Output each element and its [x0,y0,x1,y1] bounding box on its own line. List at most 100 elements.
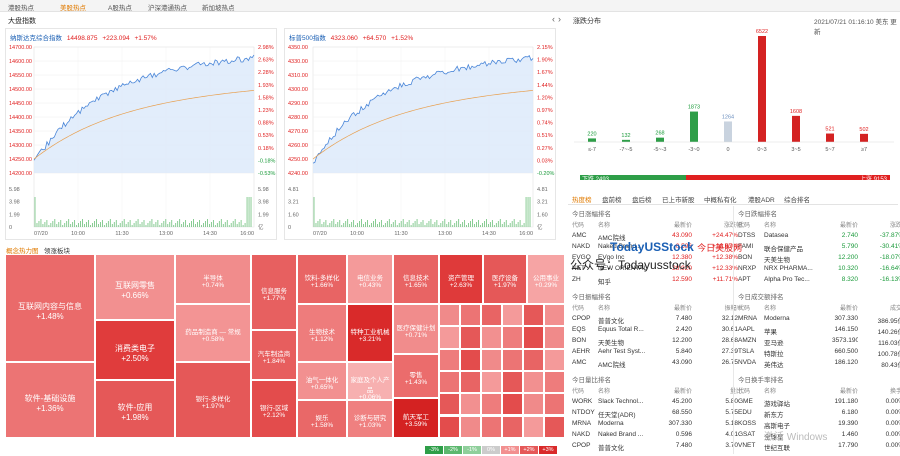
heatmap-cell[interactable]: 油气一体化 +0.65% [297,362,347,400]
heatmap-small-cell[interactable] [502,304,523,327]
heatmap-cell[interactable]: 生物技术 +1.12% [297,304,347,362]
table-row[interactable]: DTSS Datasea 2.740 -37.87% [734,232,900,242]
nav-tab-4[interactable]: 新加坡热点 [202,5,235,12]
heatmap-cell[interactable]: 信息技术 +1.65% [393,254,439,304]
heatmap-small-cell[interactable] [460,370,481,394]
nav-tab-3[interactable]: 沪深港通热点 [148,5,187,12]
table-row[interactable]: NAKD Naked Brand ... 0.596 4.01 [568,431,738,441]
heatmap-cell[interactable]: 软件-应用 +1.98% [95,380,175,438]
heatmap-small-cell[interactable] [439,304,460,327]
table-row[interactable]: AMZN 亚马逊 3573.190 116.03亿 [734,337,900,347]
heatmap-small-cell[interactable] [544,370,565,394]
heatmap-small-cell[interactable] [439,326,460,349]
table-row[interactable]: AAPL 苹果 146.150 140.26亿 [734,326,900,336]
table-row[interactable]: BON 天美生物 12.200 28.68 [568,337,738,347]
heatmap-cell[interactable]: 软件-基础设施 +1.36% [5,362,95,438]
heatmap-cell[interactable]: 汽车制造商 +1.84% [251,330,297,380]
heatmap-small-cell[interactable] [544,348,565,371]
nav-tab-2[interactable]: A股热点 [108,5,132,12]
heatmap-small-cell[interactable] [481,326,502,349]
heatmap-small-cell[interactable] [439,348,460,371]
heatmap-small-cell[interactable] [544,393,565,416]
heatmap-small-cell[interactable] [544,415,565,438]
heatmap-small-cell[interactable] [523,348,544,371]
heatmap-small-cell[interactable] [523,326,544,349]
heatmap-small-cell[interactable] [460,393,481,416]
tab-rank-2[interactable]: 盘后榜 [632,197,652,204]
heatmap-small-cell[interactable] [481,370,502,394]
heatmap-small-cell[interactable] [460,348,481,371]
table-row[interactable]: MRNA Moderna 307.330 5.18 [568,420,738,430]
table-row[interactable]: BON 天美生物 12.200 -18.07% [734,254,900,264]
table-row[interactable]: GSAT 全球星 1.460 0.00% [734,431,900,441]
heatmap-cell[interactable]: 医疗保健计划 +0.71% [393,304,439,354]
heatmap-small-cell[interactable] [502,415,523,438]
tab-leading-sectors[interactable]: 领涨板块 [44,248,70,255]
heatmap-small-cell[interactable] [439,393,460,416]
nav-tab-1[interactable]: 美股热点 [60,5,86,12]
heatmap-small-cell[interactable] [502,326,523,349]
nasdaq-chart[interactable]: 纳斯达克综合指数 14498.875 +223.094 +1.57% 14700… [5,28,277,240]
tab-rank-4[interactable]: 中概私有化 [704,197,737,204]
tab-rank-6[interactable]: 综合排名 [784,197,810,204]
table-row[interactable]: TSLA 特斯拉 660.500 100.78亿 [734,348,900,358]
pager-arrows[interactable]: ‹› [552,14,564,24]
heatmap-small-cell[interactable] [439,415,460,438]
heatmap-cell[interactable]: 银行-多样化 +1.97% [175,362,251,438]
table-row[interactable]: FAMI 联合保健产品 5.790 -30.41% [734,243,900,253]
tab-rank-0[interactable]: 热度榜 [572,197,592,204]
heatmap-cell[interactable]: 特种工业机械 +3.21% [347,304,393,362]
heatmap-small-cell[interactable] [481,393,502,416]
table-row[interactable]: EDU 新东方 6.180 0.00% [734,409,900,419]
heatmap-cell[interactable]: 电信业务 +0.43% [347,254,393,304]
tab-rank-5[interactable]: 港股ADR [748,197,775,204]
table-row[interactable]: NET NEW ORIENTAL 28.920 +12.33% [568,265,738,275]
table-row[interactable]: NRXP NRX PHARMA... 10.320 -16.64% [734,265,900,275]
heatmap-small-cell[interactable] [523,415,544,438]
heatmap-small-cell[interactable] [502,393,523,416]
table-row[interactable]: CPOP 普普文化 7.480 32.12 [568,315,738,325]
heatmap-cell[interactable]: 诊断与研究 +1.03% [347,400,393,438]
chevron-right-icon[interactable]: › [558,14,564,24]
table-row[interactable]: NAKD Naked Brand... 0.596 +18.67% [568,243,738,253]
table-row[interactable]: WORK Slack Technol... 45.200 5.80 [568,398,738,408]
sp500-chart[interactable]: 标普500指数 4323.060 +64.570 +1.52% 4350.00 4… [284,28,556,240]
heatmap-small-cell[interactable] [460,415,481,438]
table-row[interactable]: KOSS 高斯电子 19.390 0.00% [734,420,900,430]
tab-rank-1[interactable]: 盘前榜 [602,197,622,204]
heatmap-cell[interactable]: 零售 +1.43% [393,354,439,398]
heatmap-small-cell[interactable] [502,370,523,394]
table-row[interactable]: NTDOY 任天堂(ADR) 68.550 5.75 [568,409,738,419]
table-row[interactable]: AEHR Aehr Test Syst... 5.840 27.39 [568,348,738,358]
table-row[interactable]: GME 游戏驿站 191.180 0.00% [734,398,900,408]
heatmap-small-cell[interactable] [460,326,481,349]
heatmap-small-cell[interactable] [481,348,502,371]
table-row[interactable]: AMC AMC院线 43.090 26.75 [568,359,738,369]
heatmap-cell[interactable]: 银行-区域 +2.12% [251,380,297,438]
heatmap-cell[interactable]: 饮料-多样化 +1.66% [297,254,347,304]
heatmap-cell[interactable]: 航天军工 +3.59% [393,398,439,438]
heatmap-small-cell[interactable] [523,370,544,394]
heatmap-cell[interactable]: 药品制造商 — 常规 +0.58% [175,304,251,362]
heatmap-cell[interactable]: 家庭及个人产品 +0.06% [347,362,393,400]
heatmap-cell[interactable]: 医疗设备 +1.97% [483,254,527,304]
heatmap-small-cell[interactable] [481,304,502,327]
table-row[interactable]: NVDA 英伟达 186.120 80.43亿 [734,359,900,369]
table-row[interactable]: MRNA Moderna 307.330 386.95亿 [734,315,900,325]
nav-tab-0[interactable]: 港股热点 [8,5,34,12]
heatmap-small-cell[interactable] [544,326,565,349]
heatmap-cell[interactable]: 信息服务 +1.77% [251,254,297,330]
heatmap-cell[interactable]: 互联网内容与信息 +1.48% [5,254,95,362]
heatmap-small-cell[interactable] [460,304,481,327]
heatmap-small-cell[interactable] [481,415,502,438]
tab-concept-heatmap[interactable]: 概念热力图 [6,248,39,255]
heatmap-cell[interactable]: 消费类电子 +2.50% [95,320,175,380]
table-row[interactable]: EQS Equus Total R... 2.420 30.61 [568,326,738,336]
heatmap-cell[interactable]: 公用事业 +0.29% [527,254,565,304]
heatmap-cell[interactable]: 半导体 +0.74% [175,254,251,304]
heatmap-small-cell[interactable] [544,304,565,327]
heatmap-cell[interactable]: 资产管理 +2.63% [439,254,483,304]
heatmap-cell[interactable]: 娱乐 +1.58% [297,400,347,438]
table-row[interactable]: APT Alpha Pro Tec... 8.320 -16.13% [734,276,900,286]
heatmap-small-cell[interactable] [439,370,460,394]
